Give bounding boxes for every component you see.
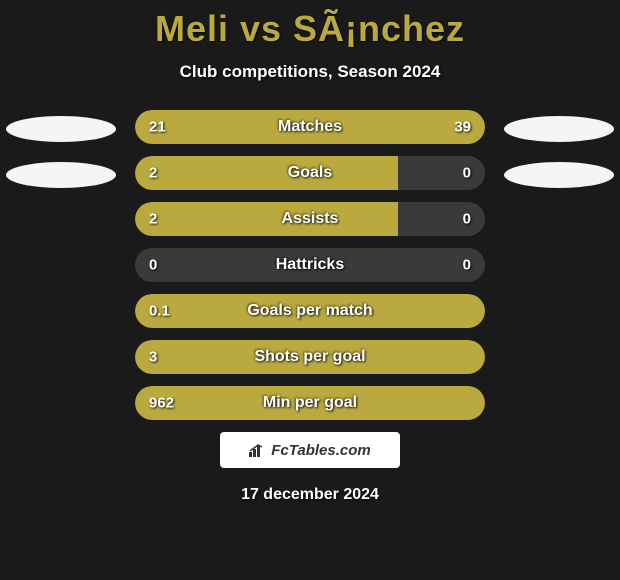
- stat-label: Goals per match: [135, 302, 485, 320]
- player-left-badge-0: [6, 116, 116, 142]
- stat-right-value: 39: [454, 119, 471, 136]
- stat-left-value: 962: [149, 395, 174, 412]
- stat-row: Goals per match0.1: [135, 294, 485, 328]
- stat-label: Min per goal: [135, 394, 485, 412]
- stat-row: Min per goal962: [135, 386, 485, 420]
- comparison-subtitle: Club competitions, Season 2024: [0, 62, 620, 82]
- comparison-title: Meli vs SÃ¡nchez: [0, 0, 620, 50]
- stat-right-value: 0: [463, 165, 471, 182]
- player-right-badge-1: [504, 162, 614, 188]
- stat-row: Hattricks0 0: [135, 248, 485, 282]
- chart-icon: [249, 443, 267, 457]
- stat-label: Hattricks: [135, 256, 485, 274]
- stat-label: Assists: [135, 210, 485, 228]
- watermark-badge: FcTables.com: [220, 432, 400, 468]
- stat-left-value: 2: [149, 211, 157, 228]
- stat-row: Matches21 39: [135, 110, 485, 144]
- stat-left-value: 0.1: [149, 303, 170, 320]
- stat-row: Goals2 0: [135, 156, 485, 190]
- stat-right-value: 0: [463, 211, 471, 228]
- stat-left-value: 3: [149, 349, 157, 366]
- stat-label: Shots per goal: [135, 348, 485, 366]
- stat-left-value: 0: [149, 257, 157, 274]
- stat-left-value: 2: [149, 165, 157, 182]
- stat-row: Shots per goal3: [135, 340, 485, 374]
- stat-bars: Matches2139Goals20Assists20Hattricks00Go…: [135, 110, 485, 420]
- player-left-badge-1: [6, 162, 116, 188]
- stat-label: Goals: [135, 164, 485, 182]
- stat-left-value: 21: [149, 119, 166, 136]
- stats-area: Matches2139Goals20Assists20Hattricks00Go…: [0, 110, 620, 420]
- player-right-badge-0: [504, 116, 614, 142]
- stat-right-value: 0: [463, 257, 471, 274]
- watermark-text: FcTables.com: [271, 442, 370, 459]
- stat-label: Matches: [135, 118, 485, 136]
- stat-row: Assists2 0: [135, 202, 485, 236]
- footer-date: 17 december 2024: [0, 486, 620, 504]
